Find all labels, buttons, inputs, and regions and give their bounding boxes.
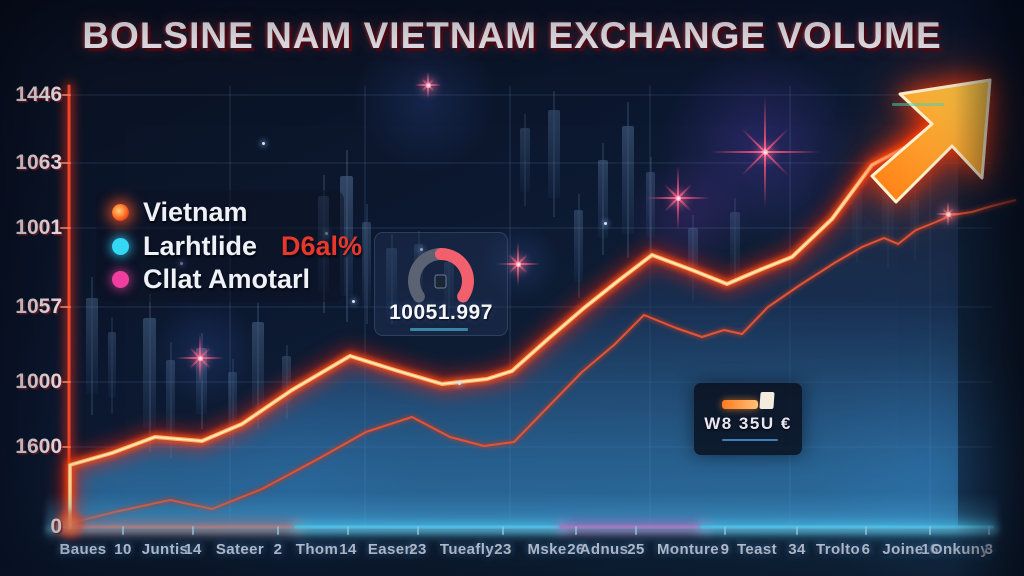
- legend-dot-orange-icon: [112, 203, 129, 221]
- info-card: W8 35U €: [694, 383, 802, 455]
- legend-highlight-value: D6al%: [281, 230, 363, 261]
- gauge-value: 10051.997: [389, 301, 493, 324]
- gauge-arc: [408, 248, 474, 303]
- legend-dot-cyan-icon: [112, 237, 129, 255]
- bottom-cyan-glow: [46, 494, 998, 532]
- series-vietnam-neon-line: [61, 102, 967, 536]
- legend-label: Cllat Amotarl: [143, 264, 311, 295]
- info-card-value: W8 35U €: [704, 414, 792, 433]
- legend-item-cllat: Cllat Amotarl: [112, 264, 328, 295]
- bar-chart-icon-orange-bar: [722, 400, 758, 409]
- legend-panel: Vietnam Larhtlide D6al% Cllat Amotarl: [96, 190, 362, 302]
- gauge-center-glyph: [434, 274, 447, 289]
- chart-title: BOLSINE NAM VIETNAM EXCHANGE VOLUME: [82, 15, 942, 56]
- legend-dot-pink-icon: [112, 271, 129, 289]
- legend-item-larhtlide: Larhtlide D6al%: [112, 230, 362, 262]
- legend-item-vietnam: Vietnam: [112, 197, 328, 228]
- legend-label: Larhtlide: [143, 230, 258, 261]
- axis-origin-glow: [54, 508, 86, 540]
- gauge-widget: 10051.997: [374, 232, 508, 336]
- bottom-cyan-glow-under-axis: [46, 528, 998, 542]
- bar-chart-icon: [722, 391, 775, 409]
- legend-label: Vietnam: [143, 196, 248, 227]
- series-cllat-amotarl-thin-line: [69, 198, 1017, 525]
- right-edge-shade: [954, 0, 1024, 576]
